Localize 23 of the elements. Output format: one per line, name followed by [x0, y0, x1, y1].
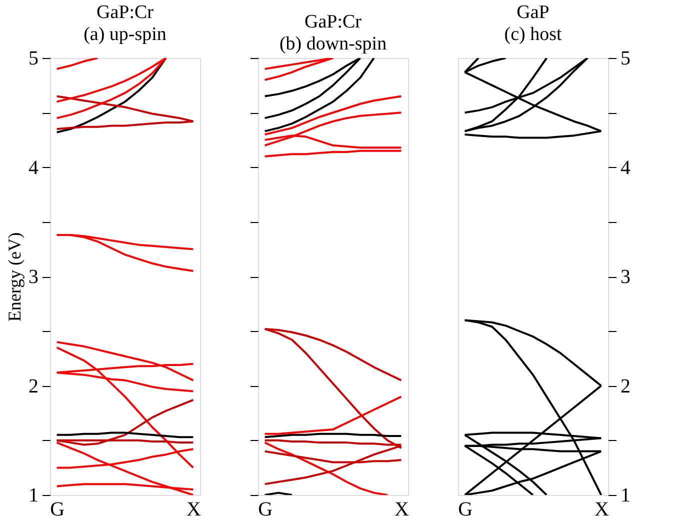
y-tick-label: 1 — [620, 484, 630, 506]
chart-subtitle: (b) down-spin — [279, 34, 388, 54]
x-tick-label: G — [458, 498, 473, 520]
x-tick-label: X — [394, 498, 410, 520]
chart-subtitle: (c) host — [504, 24, 562, 45]
y-tick-label: 3 — [28, 266, 38, 288]
chart-subtitle: (a) up-spin — [84, 24, 167, 45]
y-tick-label: 3 — [620, 266, 630, 288]
chart-title: GaP — [516, 2, 550, 23]
y-tick-label: 5 — [28, 48, 38, 70]
y-tick-label: 5 — [620, 48, 630, 70]
x-tick-label: X — [186, 498, 202, 520]
x-tick-label: G — [258, 498, 273, 520]
y-tick-label: 1 — [28, 484, 38, 506]
y-tick-label: 2 — [28, 375, 38, 398]
chart-title: GaP:Cr — [304, 12, 362, 32]
x-tick-label: X — [594, 498, 610, 520]
x-tick-label: G — [50, 498, 65, 520]
y-axis-title: Energy (eV) — [4, 232, 24, 322]
y-tick-label: 4 — [620, 156, 630, 179]
chart-title: GaP:Cr — [96, 2, 154, 23]
y-tick-label: 2 — [620, 375, 630, 398]
y-tick-label: 4 — [28, 156, 38, 179]
